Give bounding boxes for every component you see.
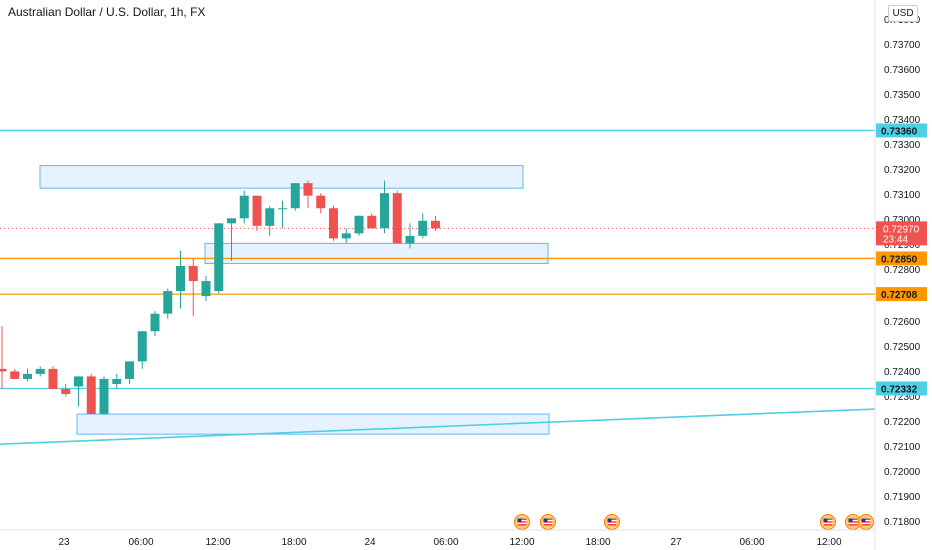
price-tick-label: 0.72200 [884, 417, 921, 428]
time-tick-label: 12:00 [205, 537, 230, 548]
horizontal-price-lines[interactable] [0, 129, 875, 390]
us-flag-icon[interactable] [820, 514, 836, 530]
price-tick-label: 0.73400 [884, 115, 921, 126]
price-tick-label: 0.72800 [884, 265, 921, 276]
price-tick-label: 0.73100 [884, 190, 921, 201]
candle-up [354, 215, 364, 236]
candle-down [329, 205, 338, 241]
time-tick-label: 27 [670, 537, 682, 548]
candle-up [163, 288, 173, 319]
price-tick-label: 0.71800 [884, 517, 921, 528]
svg-text:0.72708: 0.72708 [881, 290, 918, 301]
candle-up [278, 200, 287, 229]
candle-up [201, 276, 211, 302]
candle-up [405, 223, 415, 249]
price-line-badge: 0.72708 [876, 287, 927, 302]
time-tick-label: 18:00 [585, 537, 610, 548]
candle-down [61, 383, 71, 397]
candle-up [214, 223, 224, 294]
price-tick-label: 0.72500 [884, 342, 921, 353]
candle-up [380, 180, 389, 234]
candle-down [431, 215, 440, 231]
price-tick-label: 0.72100 [884, 442, 921, 453]
time-tick-label: 06:00 [739, 537, 764, 548]
candle-down [316, 193, 326, 214]
trend-line-segment[interactable] [0, 408, 876, 445]
candle-up [290, 183, 300, 211]
candle-up [112, 373, 122, 389]
candle-up [99, 376, 109, 415]
symbol-legend: Australian Dollar / U.S. Dollar, 1h, FX [8, 5, 206, 19]
us-flag-icon[interactable] [858, 514, 874, 530]
price-axis[interactable]: 0.738000.737000.736000.735000.734000.733… [884, 15, 921, 528]
candle-down [252, 195, 262, 231]
price-tick-label: 0.73700 [884, 40, 921, 51]
us-flag-icon[interactable] [540, 514, 556, 530]
time-tick-label: 12:00 [509, 537, 534, 548]
time-tick-label: 06:00 [433, 537, 458, 548]
candle-down [392, 190, 402, 244]
price-tick-label: 0.73500 [884, 90, 921, 101]
price-tick-label: 0.72600 [884, 317, 921, 328]
candle-down [10, 368, 20, 379]
currency-button[interactable]: USD [888, 5, 918, 22]
price-tick-label: 0.71900 [884, 492, 921, 503]
candle-down [303, 180, 313, 209]
price-tick-label: 0.72900 [884, 240, 921, 251]
price-tick-label: 0.73300 [884, 140, 921, 151]
candle-down [48, 366, 58, 389]
time-axis[interactable]: 23 06:00 12:00 18:00 24 06:00 12:00 18:00 27 06:0… [58, 537, 842, 548]
rectangle-zone[interactable] [39, 165, 524, 189]
price-tick-label: 0.72400 [884, 367, 921, 378]
candle-up [227, 218, 236, 261]
candle-up [418, 213, 428, 239]
us-flag-icon[interactable] [845, 514, 861, 530]
price-line-badge: 0.72332 [876, 381, 927, 396]
price-line-badge: 0.73360 [876, 123, 927, 138]
candle-up [74, 376, 83, 407]
candle-down [86, 373, 96, 415]
time-tick-label: 12:00 [816, 537, 841, 548]
bar-countdown: 23:44 [883, 234, 908, 245]
candles [0, 180, 440, 415]
last-price-value: 0.72970 [883, 224, 920, 235]
rectangle-zone[interactable] [204, 242, 549, 264]
time-tick-label: 24 [364, 537, 376, 548]
candle-down [188, 258, 198, 317]
trend-line[interactable] [0, 408, 876, 445]
svg-text:0.72850: 0.72850 [881, 254, 918, 265]
candle-up [137, 331, 147, 369]
rectangle-zone[interactable] [76, 413, 550, 435]
candle-up [265, 205, 275, 236]
time-tick-label: 23 [58, 537, 70, 548]
candle-down [0, 326, 7, 389]
candle-up [125, 361, 134, 384]
svg-text:0.73360: 0.73360 [881, 126, 918, 137]
candle-down [367, 213, 377, 229]
price-tick-label: 0.72300 [884, 392, 921, 403]
price-tick-label: 0.73600 [884, 65, 921, 76]
price-tick-label: 0.72000 [884, 467, 921, 478]
price-tick-label: 0.73000 [884, 215, 921, 226]
us-flag-icon[interactable] [514, 514, 530, 530]
candle-up [150, 311, 160, 337]
candle-up [341, 228, 351, 244]
svg-text:0.72332: 0.72332 [881, 384, 918, 395]
economic-events[interactable] [514, 514, 874, 530]
price-tick-label: 0.73200 [884, 165, 921, 176]
candle-up [35, 366, 45, 377]
candle-up [176, 250, 185, 309]
us-flag-icon[interactable] [604, 514, 620, 530]
price-line-badge: 0.72850 [876, 251, 927, 266]
time-tick-label: 18:00 [281, 537, 306, 548]
candle-up [239, 190, 249, 224]
candle-up [23, 368, 32, 382]
time-tick-label: 06:00 [128, 537, 153, 548]
